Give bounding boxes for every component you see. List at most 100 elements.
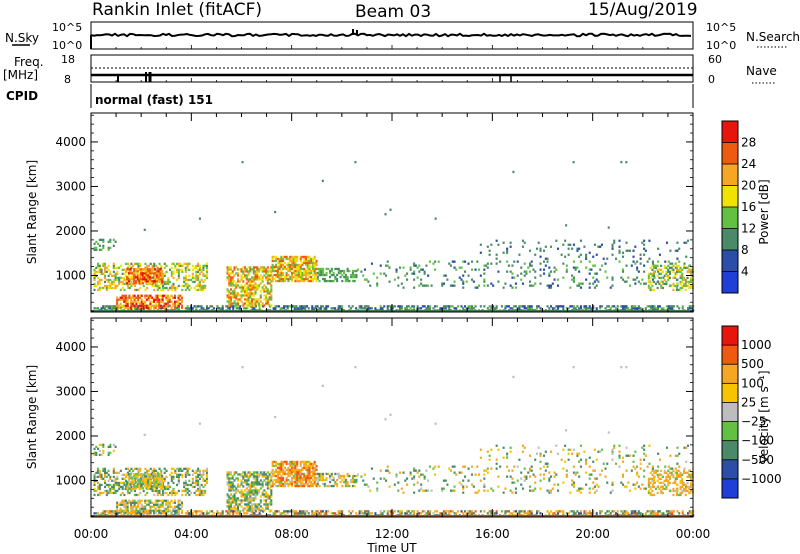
data-cell [226, 471, 229, 474]
data-cell [125, 479, 128, 482]
data-cell [100, 238, 103, 241]
data-cell [308, 470, 311, 474]
data-cell [685, 446, 688, 449]
data-cell [588, 251, 591, 254]
data-cell [276, 273, 279, 277]
data-cell [230, 471, 233, 474]
data-cell [416, 307, 419, 310]
data-cell [137, 305, 140, 308]
data-cell [312, 462, 315, 466]
data-cell [416, 510, 419, 513]
data-cell [301, 279, 304, 283]
data-cell [147, 274, 150, 277]
data-cell [321, 510, 324, 513]
data-cell [165, 507, 168, 510]
data-cell [244, 507, 247, 510]
data-cell [471, 305, 474, 308]
data-cell [283, 261, 286, 265]
data-cell [653, 276, 656, 280]
data-cell [133, 282, 136, 285]
data-cell [95, 471, 98, 474]
data-cell [297, 267, 300, 271]
data-cell [275, 263, 278, 267]
data-cell [98, 471, 101, 474]
data-cell [204, 491, 207, 495]
data-cell [137, 300, 140, 303]
data-cell [117, 306, 120, 309]
data-cell [256, 288, 259, 291]
data-cell [529, 469, 532, 472]
data-cell [290, 265, 293, 269]
data-cell [162, 284, 165, 288]
data-cell [259, 505, 262, 508]
data-cell [141, 479, 144, 482]
data-cell [265, 473, 268, 476]
data-cell [228, 292, 231, 295]
data-cell [529, 475, 532, 478]
data-cell [313, 466, 316, 470]
data-cell [650, 307, 653, 310]
data-cell [230, 278, 233, 281]
data-cell [149, 296, 152, 299]
data-cell [643, 452, 646, 455]
data-cell [177, 307, 180, 310]
data-cell [683, 467, 686, 470]
data-cell [305, 482, 308, 486]
data-cell [265, 296, 268, 299]
data-cell [105, 483, 108, 487]
data-cell [245, 487, 248, 490]
data-cell [231, 507, 234, 510]
data-cell [97, 282, 100, 286]
data-cell [144, 288, 147, 292]
data-cell [97, 276, 100, 280]
data-cell [256, 505, 259, 508]
data-cell [511, 491, 514, 494]
data-cell [244, 266, 247, 269]
data-cell [622, 483, 625, 486]
data-cell [658, 305, 661, 308]
data-cell [525, 307, 528, 310]
data-cell [336, 279, 339, 283]
data-cell [109, 489, 112, 493]
data-cell [313, 478, 316, 482]
data-cell [145, 483, 148, 486]
data-cell [123, 294, 126, 297]
data-cell [343, 271, 346, 275]
data-cell [200, 268, 203, 271]
data-cell [262, 305, 265, 308]
data-cell [367, 485, 370, 488]
data-cell [506, 510, 509, 513]
data-cell [611, 452, 614, 455]
data-cell [119, 298, 122, 301]
data-cell [423, 270, 426, 273]
data-cell [637, 307, 640, 310]
data-cell [299, 279, 302, 283]
data-cell [332, 279, 335, 283]
data-cell [578, 307, 581, 310]
data-cell [667, 305, 670, 308]
data-cell [420, 278, 423, 281]
data-cell [256, 473, 259, 476]
data-cell [153, 262, 156, 265]
data-cell [191, 272, 194, 275]
data-cell [181, 475, 184, 478]
data-cell [413, 270, 416, 273]
data-cell [133, 274, 136, 277]
data-cell [177, 304, 180, 307]
data-cell [469, 512, 472, 515]
data-cell [258, 475, 261, 478]
data-cell [376, 481, 379, 484]
data-cell [495, 512, 498, 515]
data-cell [385, 264, 388, 267]
data-cell [294, 263, 297, 267]
data-cell [174, 493, 177, 497]
data-cell [599, 473, 602, 476]
data-cell [244, 473, 247, 476]
data-cell [156, 503, 159, 506]
data-cell [292, 265, 295, 269]
data-cell [636, 473, 639, 476]
data-cell [238, 473, 241, 476]
data-cell [420, 487, 423, 490]
data-cell [439, 307, 442, 310]
data-cell [118, 471, 121, 474]
